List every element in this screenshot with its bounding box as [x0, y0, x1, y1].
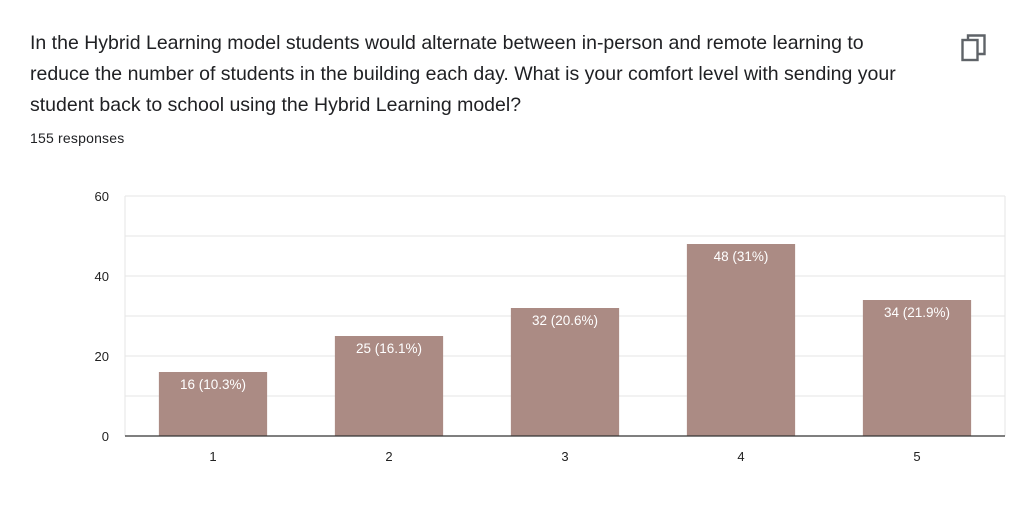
bar-3[interactable]: [510, 308, 620, 436]
bar-4[interactable]: [686, 244, 796, 436]
bar-data-label: 34 (21.9%): [884, 305, 950, 320]
bar-data-label: 48 (31%): [714, 249, 769, 264]
x-tick-label: 3: [561, 449, 568, 464]
bar-data-label: 32 (20.6%): [532, 313, 598, 328]
bar-2[interactable]: [334, 336, 444, 436]
bar-data-label: 25 (16.1%): [356, 341, 422, 356]
copy-chart-button[interactable]: [954, 28, 994, 68]
y-tick-label: 20: [95, 349, 109, 364]
y-tick-label: 0: [102, 429, 109, 444]
chart-svg: 0 20 40 60 16 (10.3%) 1 25 (16.1%) 2 32 (20.6%) 3…: [95, 189, 1006, 464]
x-tick-label: 2: [385, 449, 392, 464]
x-tick-label: 1: [209, 449, 216, 464]
y-tick-label: 60: [95, 189, 109, 204]
y-tick-label: 40: [95, 269, 109, 284]
bar-1[interactable]: [158, 372, 268, 436]
bar-data-label: 16 (10.3%): [180, 377, 246, 392]
copy-icon: [961, 33, 987, 63]
response-count: 155 responses: [30, 130, 125, 146]
question-title: In the Hybrid Learning model students wo…: [30, 32, 896, 116]
x-tick-label: 4: [737, 449, 744, 464]
x-tick-label: 5: [913, 449, 920, 464]
bar-chart: 0 20 40 60 16 (10.3%) 1 25 (16.1%) 2 32 (20.6%) 3…: [0, 170, 1024, 531]
bar-5[interactable]: [862, 300, 972, 436]
